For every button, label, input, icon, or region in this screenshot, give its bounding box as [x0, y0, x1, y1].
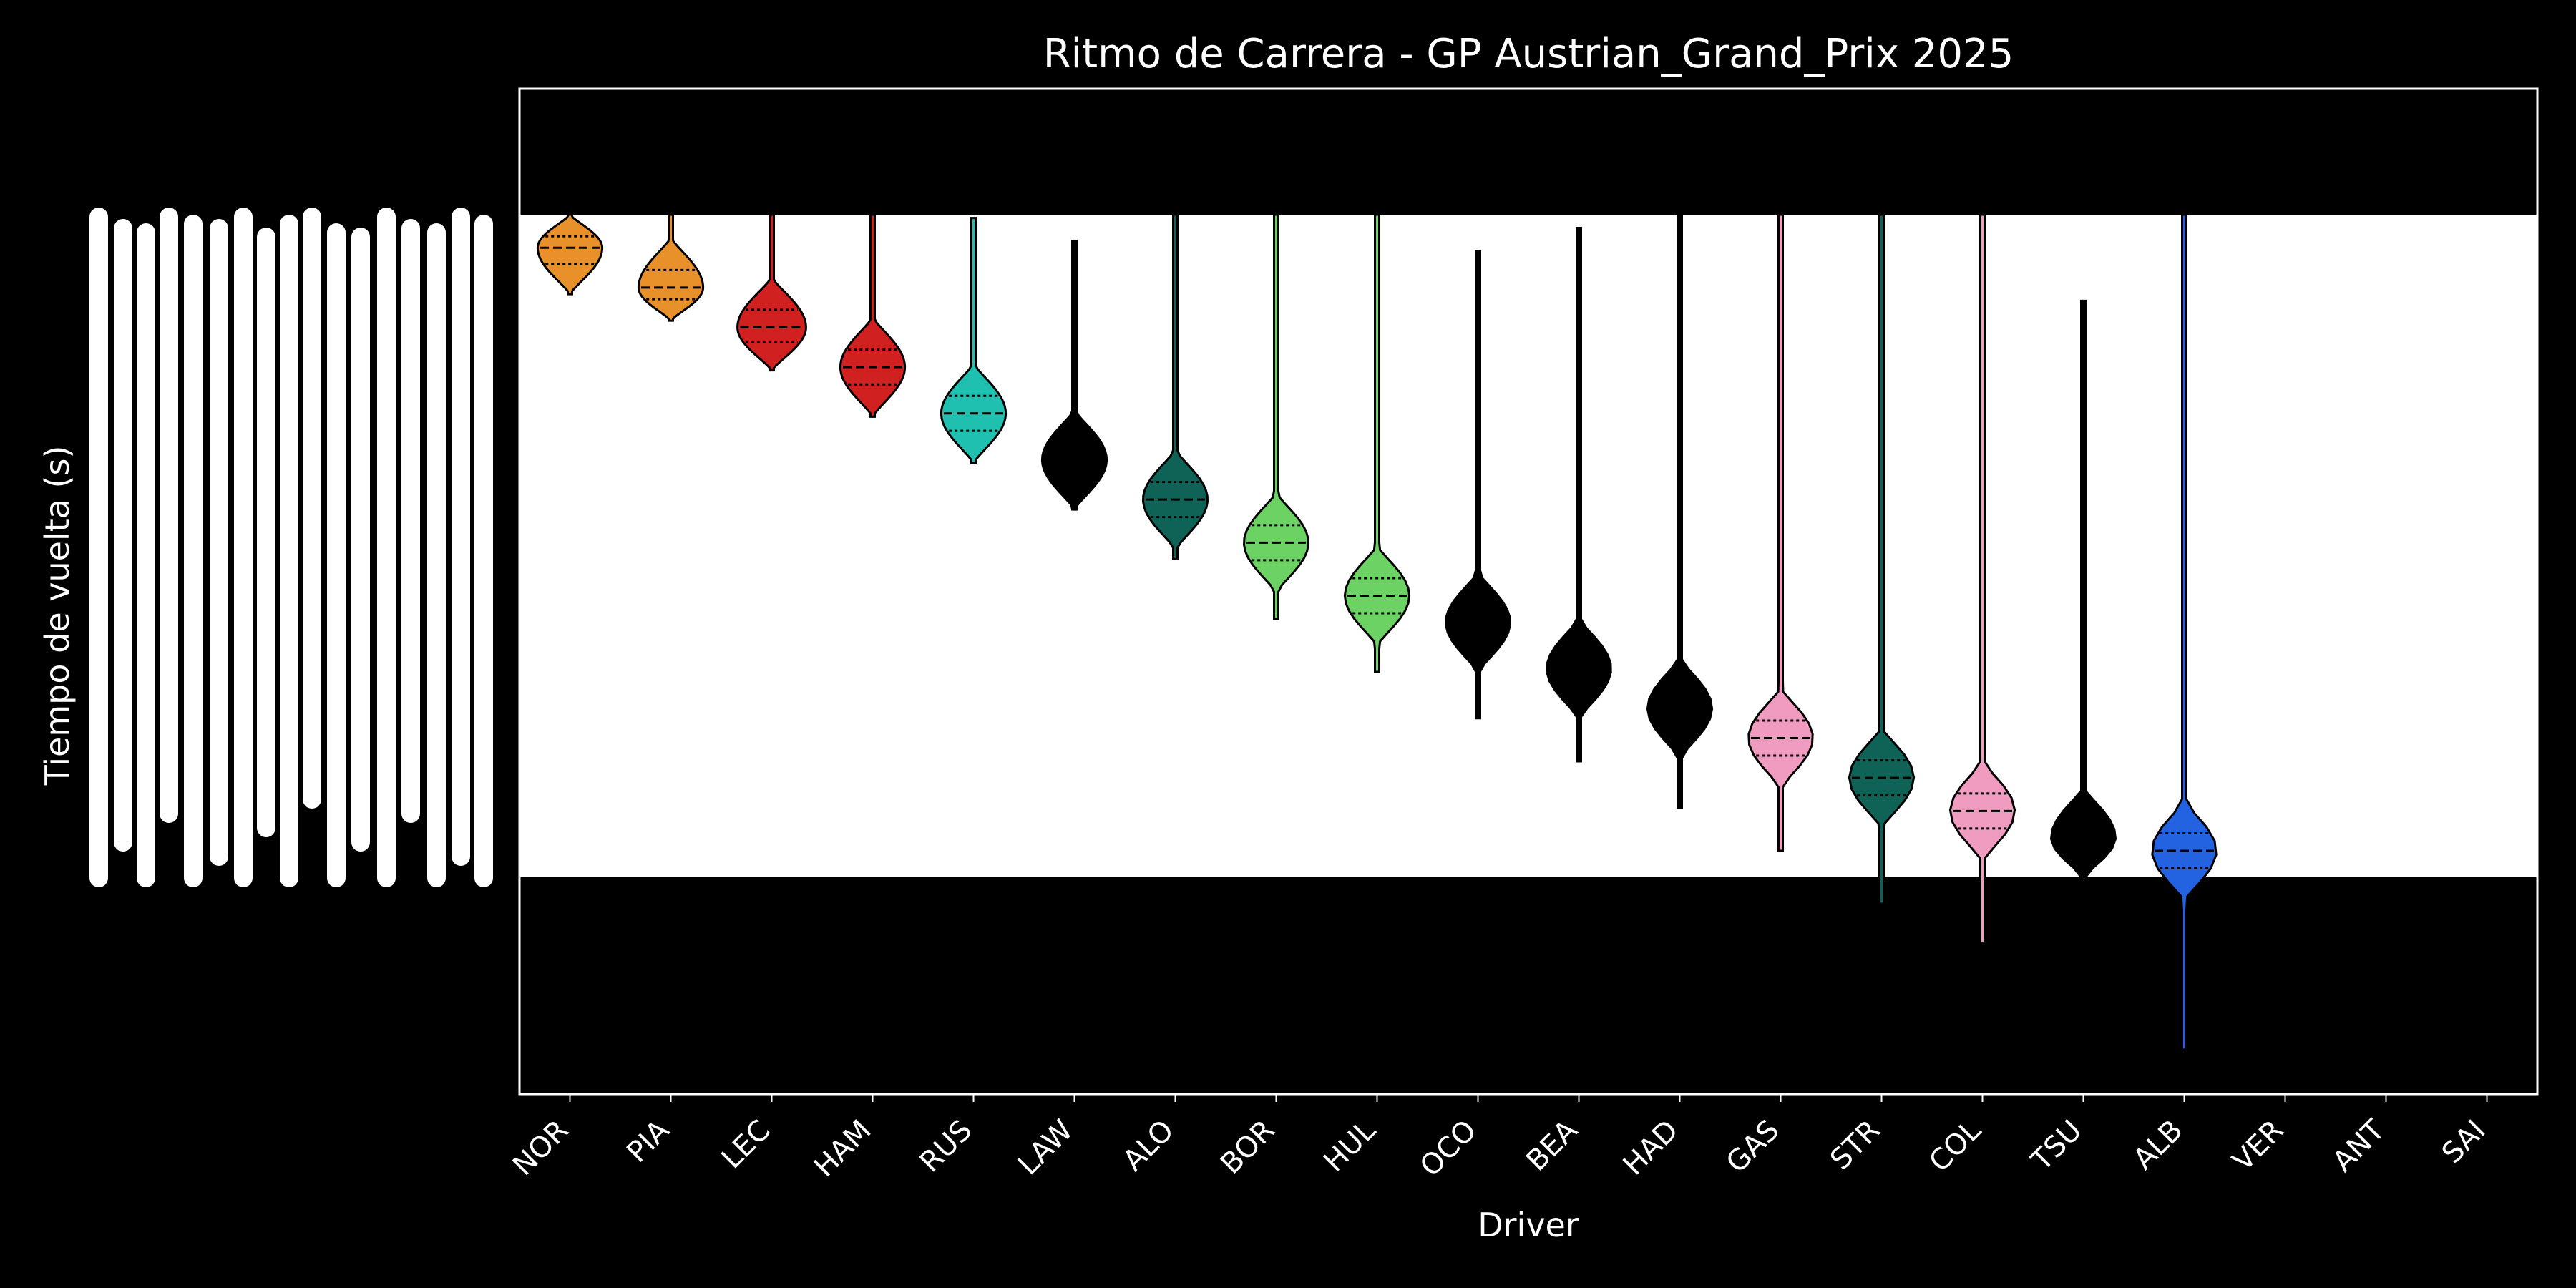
y-tick-label-strip: [257, 228, 275, 837]
y-tick-label-strip: [137, 223, 155, 887]
violin-gas: [1747, 213, 1814, 852]
y-tick-label-strip: [114, 219, 132, 852]
y-tick-label-strip: [452, 208, 470, 866]
x-axis-label: Driver: [1478, 1206, 1579, 1244]
violin-alb: [2151, 213, 2218, 1051]
plot-area: [518, 87, 2539, 1096]
y-tick-label-strip: [351, 228, 370, 852]
y-axis-label: Tiempo de vuelta (s): [38, 446, 77, 786]
y-tick-label-strip: [234, 208, 253, 887]
y-tick-label-strip: [401, 219, 420, 823]
y-tick-label-strip: [89, 208, 108, 887]
y-tick-label-strip: [184, 215, 203, 887]
violin-alo: [1142, 213, 1209, 561]
y-tick-label-strip: [160, 208, 178, 823]
violin-col: [1948, 213, 2016, 945]
violin-oco: [1445, 250, 1511, 720]
plot-white-band: [519, 215, 2537, 877]
violin-nor: [536, 213, 604, 296]
chart-title: Ritmo de Carrera - GP Austrian_Grand_Pri…: [1043, 31, 2014, 77]
violin-had: [1646, 213, 1714, 809]
violin-str: [1848, 213, 1916, 905]
violin-pia: [637, 213, 705, 322]
y-tick-label-strip: [427, 223, 446, 887]
violin-bea: [1546, 227, 1612, 763]
y-tick-label-strip: [474, 215, 493, 887]
violin-bor: [1242, 213, 1310, 620]
violin-lec: [736, 213, 807, 372]
y-tick-labels: [89, 208, 493, 887]
y-tick-label-strip: [377, 208, 396, 887]
violins-group: [536, 213, 2218, 1051]
violin-tsu: [2049, 299, 2117, 879]
plot-frame: [518, 87, 2539, 1096]
y-tick-label-strip: [327, 223, 346, 887]
y-tick-label-strip: [303, 208, 321, 809]
violin-hul: [1343, 213, 1411, 673]
violin-rus: [940, 217, 1008, 464]
y-tick-label-strip: [210, 219, 228, 866]
y-tick-label-strip: [280, 215, 298, 887]
